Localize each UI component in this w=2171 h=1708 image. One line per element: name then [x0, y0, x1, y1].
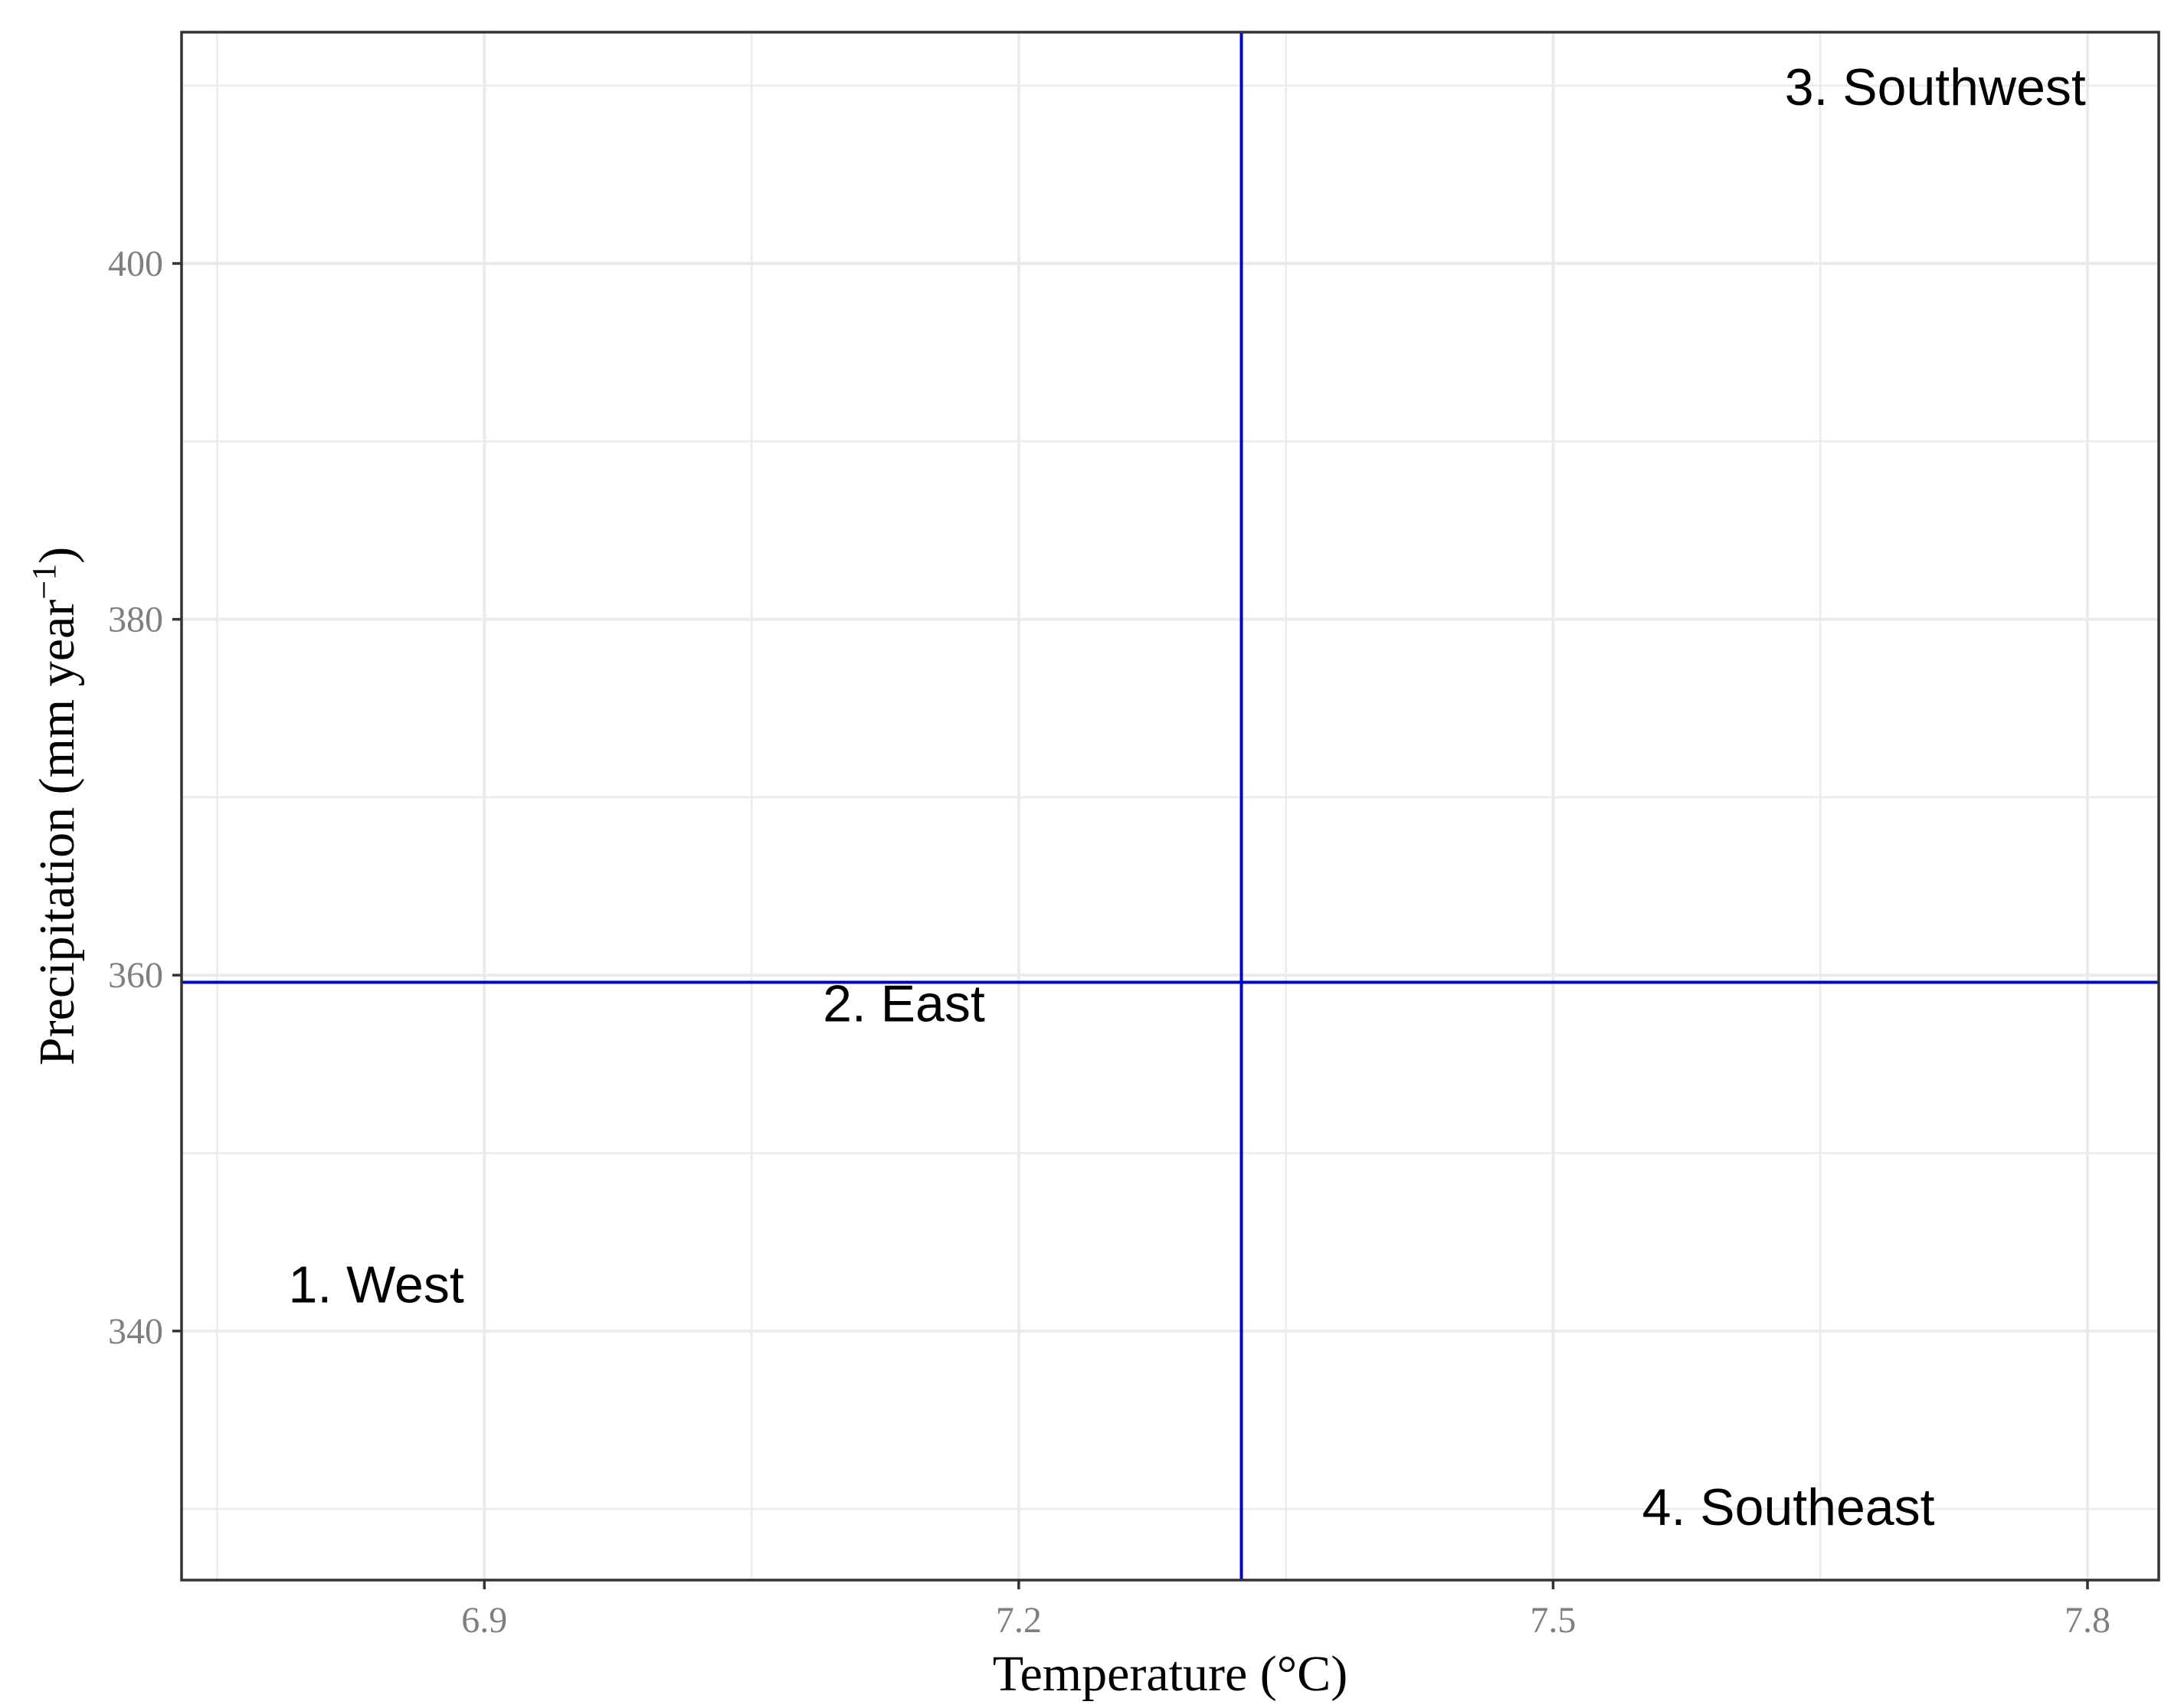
x-tick-label: 7.8	[2065, 1600, 2110, 1641]
region-labels: 1. West 2. East 3. Southwest 4. Southeast	[289, 58, 2086, 1536]
region-label: 2. East	[823, 975, 985, 1033]
y-tick-label: 380	[108, 600, 163, 640]
y-tick-label: 360	[108, 955, 163, 996]
reference-lines	[182, 32, 2159, 1580]
y-axis-title-superscript: −1	[25, 564, 63, 600]
region-label: 3. Southwest	[1785, 58, 2086, 116]
grid-lines	[182, 32, 2159, 1580]
region-label: 4. Southeast	[1642, 1478, 1935, 1536]
y-axis-title-main: Precipitation (mm year	[29, 600, 85, 1065]
region-label: 1. West	[289, 1256, 464, 1314]
y-tick-label: 400	[108, 244, 163, 284]
y-tick-label: 340	[108, 1311, 163, 1352]
panel-border	[180, 31, 2160, 1582]
x-tick-label: 7.2	[996, 1600, 1042, 1641]
y-axis-title-suffix: )	[29, 547, 85, 564]
axis-ticks: 6.9 7.2 7.5 7.8 340 360 380 400	[108, 244, 2110, 1641]
x-tick-label: 6.9	[461, 1600, 507, 1641]
x-tick-label: 7.5	[1530, 1600, 1576, 1641]
x-axis-title: Temperature (°C)	[993, 1646, 1347, 1702]
y-axis-title: Precipitation (mm year−1)	[25, 547, 85, 1065]
